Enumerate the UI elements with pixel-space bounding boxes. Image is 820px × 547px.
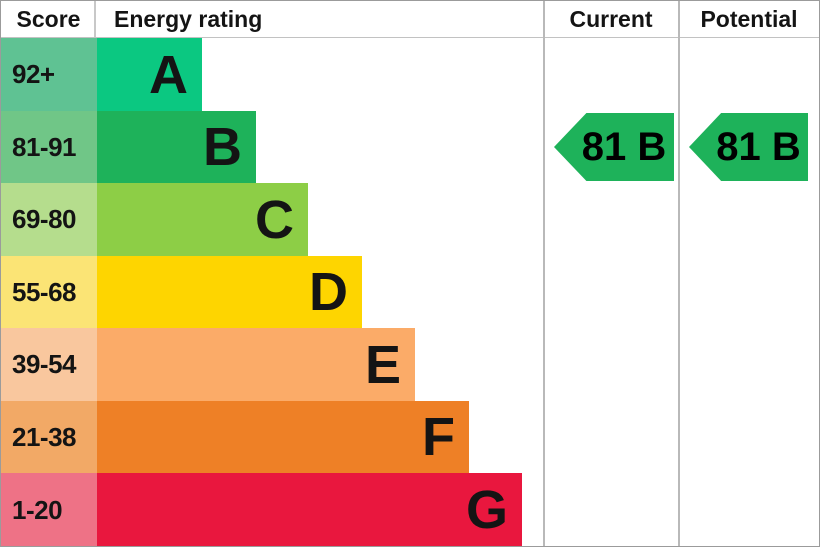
band-bar-g: G [97,473,522,546]
band-bar-a: A [97,38,202,111]
band-letter: E [364,334,401,395]
band-bar-e: E [97,328,415,401]
band-letter: F [422,407,455,467]
band-bar-b: B [97,111,256,183]
current-rating-arrow: 81 B [554,113,674,181]
score-range-label: 1-20 [1,473,97,546]
potential-column-header: Potential [700,5,798,32]
score-range-label: 92+ [1,38,97,111]
score-column-header: Score [16,5,81,32]
current-rating-value: 81 B [581,124,667,169]
score-header-divider [94,1,96,37]
header-divider-line [1,37,819,38]
band-row-d: 55-68 D [1,256,544,328]
current-column-header: Current [569,5,653,32]
band-bar-d: D [97,256,362,328]
energy-rating-column-header: Energy rating [114,5,263,32]
score-range-label: 55-68 [1,256,97,328]
band-letter: C [255,189,294,250]
band-bar-c: C [97,183,308,256]
potential-rating-arrow: 81 B [689,113,808,181]
band-row-f: 21-38 F [1,401,544,473]
potential-rating-value: 81 B [716,124,801,169]
score-range-label: 81-91 [1,111,97,183]
score-range-label: 39-54 [1,328,97,401]
band-bar-f: F [97,401,469,473]
band-letter: B [203,117,242,177]
band-row-b: 81-91 B [1,111,544,183]
band-letter: A [149,44,188,105]
band-row-a: 92+ A [1,38,544,111]
score-range-label: 21-38 [1,401,97,473]
band-letter: G [465,480,508,540]
potential-column-divider [678,1,680,546]
band-row-c: 69-80 C [1,183,544,256]
band-letter: D [309,262,348,322]
score-range-label: 69-80 [1,183,97,256]
band-row-e: 39-54 E [1,328,544,401]
current-column-divider [543,1,545,546]
band-row-g: 1-20 G [1,473,544,546]
